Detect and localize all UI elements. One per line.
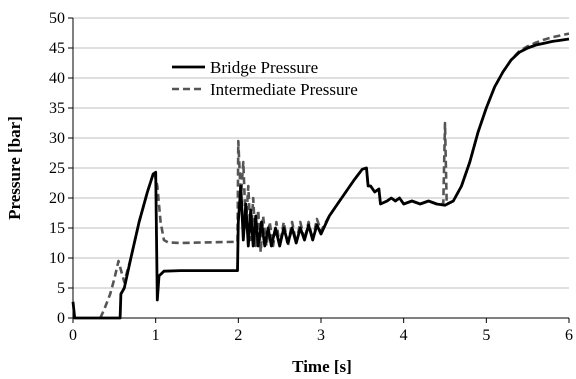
y-tick-label: 30: [49, 130, 65, 147]
series-lines: [71, 32, 570, 320]
legend-label-intermediate-pressure: Intermediate Pressure: [210, 80, 358, 99]
legend-label-bridge-pressure: Bridge Pressure: [210, 58, 318, 77]
y-tick-label: 15: [49, 220, 65, 237]
x-tick-label: 1: [152, 327, 160, 344]
y-tick-label: 40: [49, 70, 65, 87]
legend: Bridge Pressure Intermediate Pressure: [172, 58, 358, 99]
y-axis-label: Pressure [bar]: [5, 116, 24, 220]
x-tick-label: 3: [317, 327, 325, 344]
y-tick-label: 10: [49, 250, 65, 267]
y-tick-label: 25: [49, 160, 65, 177]
x-tick-label: 2: [234, 327, 242, 344]
series-line-intermediate-pressure: [99, 32, 570, 319]
axes: [68, 17, 570, 323]
y-tick-label: 45: [49, 40, 65, 57]
series-line-bridge-pressure: [71, 37, 570, 320]
y-tick-label: 50: [49, 10, 65, 27]
x-tick-label: 4: [400, 327, 408, 344]
x-tick-label: 5: [482, 327, 490, 344]
x-tick-label: 6: [565, 327, 573, 344]
y-tick-label: 20: [49, 190, 65, 207]
y-tick-label: 0: [57, 310, 65, 327]
y-tick-label: 35: [49, 100, 65, 117]
y-tick-label: 5: [57, 280, 65, 297]
x-tick-label: 0: [69, 327, 77, 344]
grid-lines: [73, 17, 569, 289]
x-axis-label: Time [s]: [292, 357, 352, 376]
